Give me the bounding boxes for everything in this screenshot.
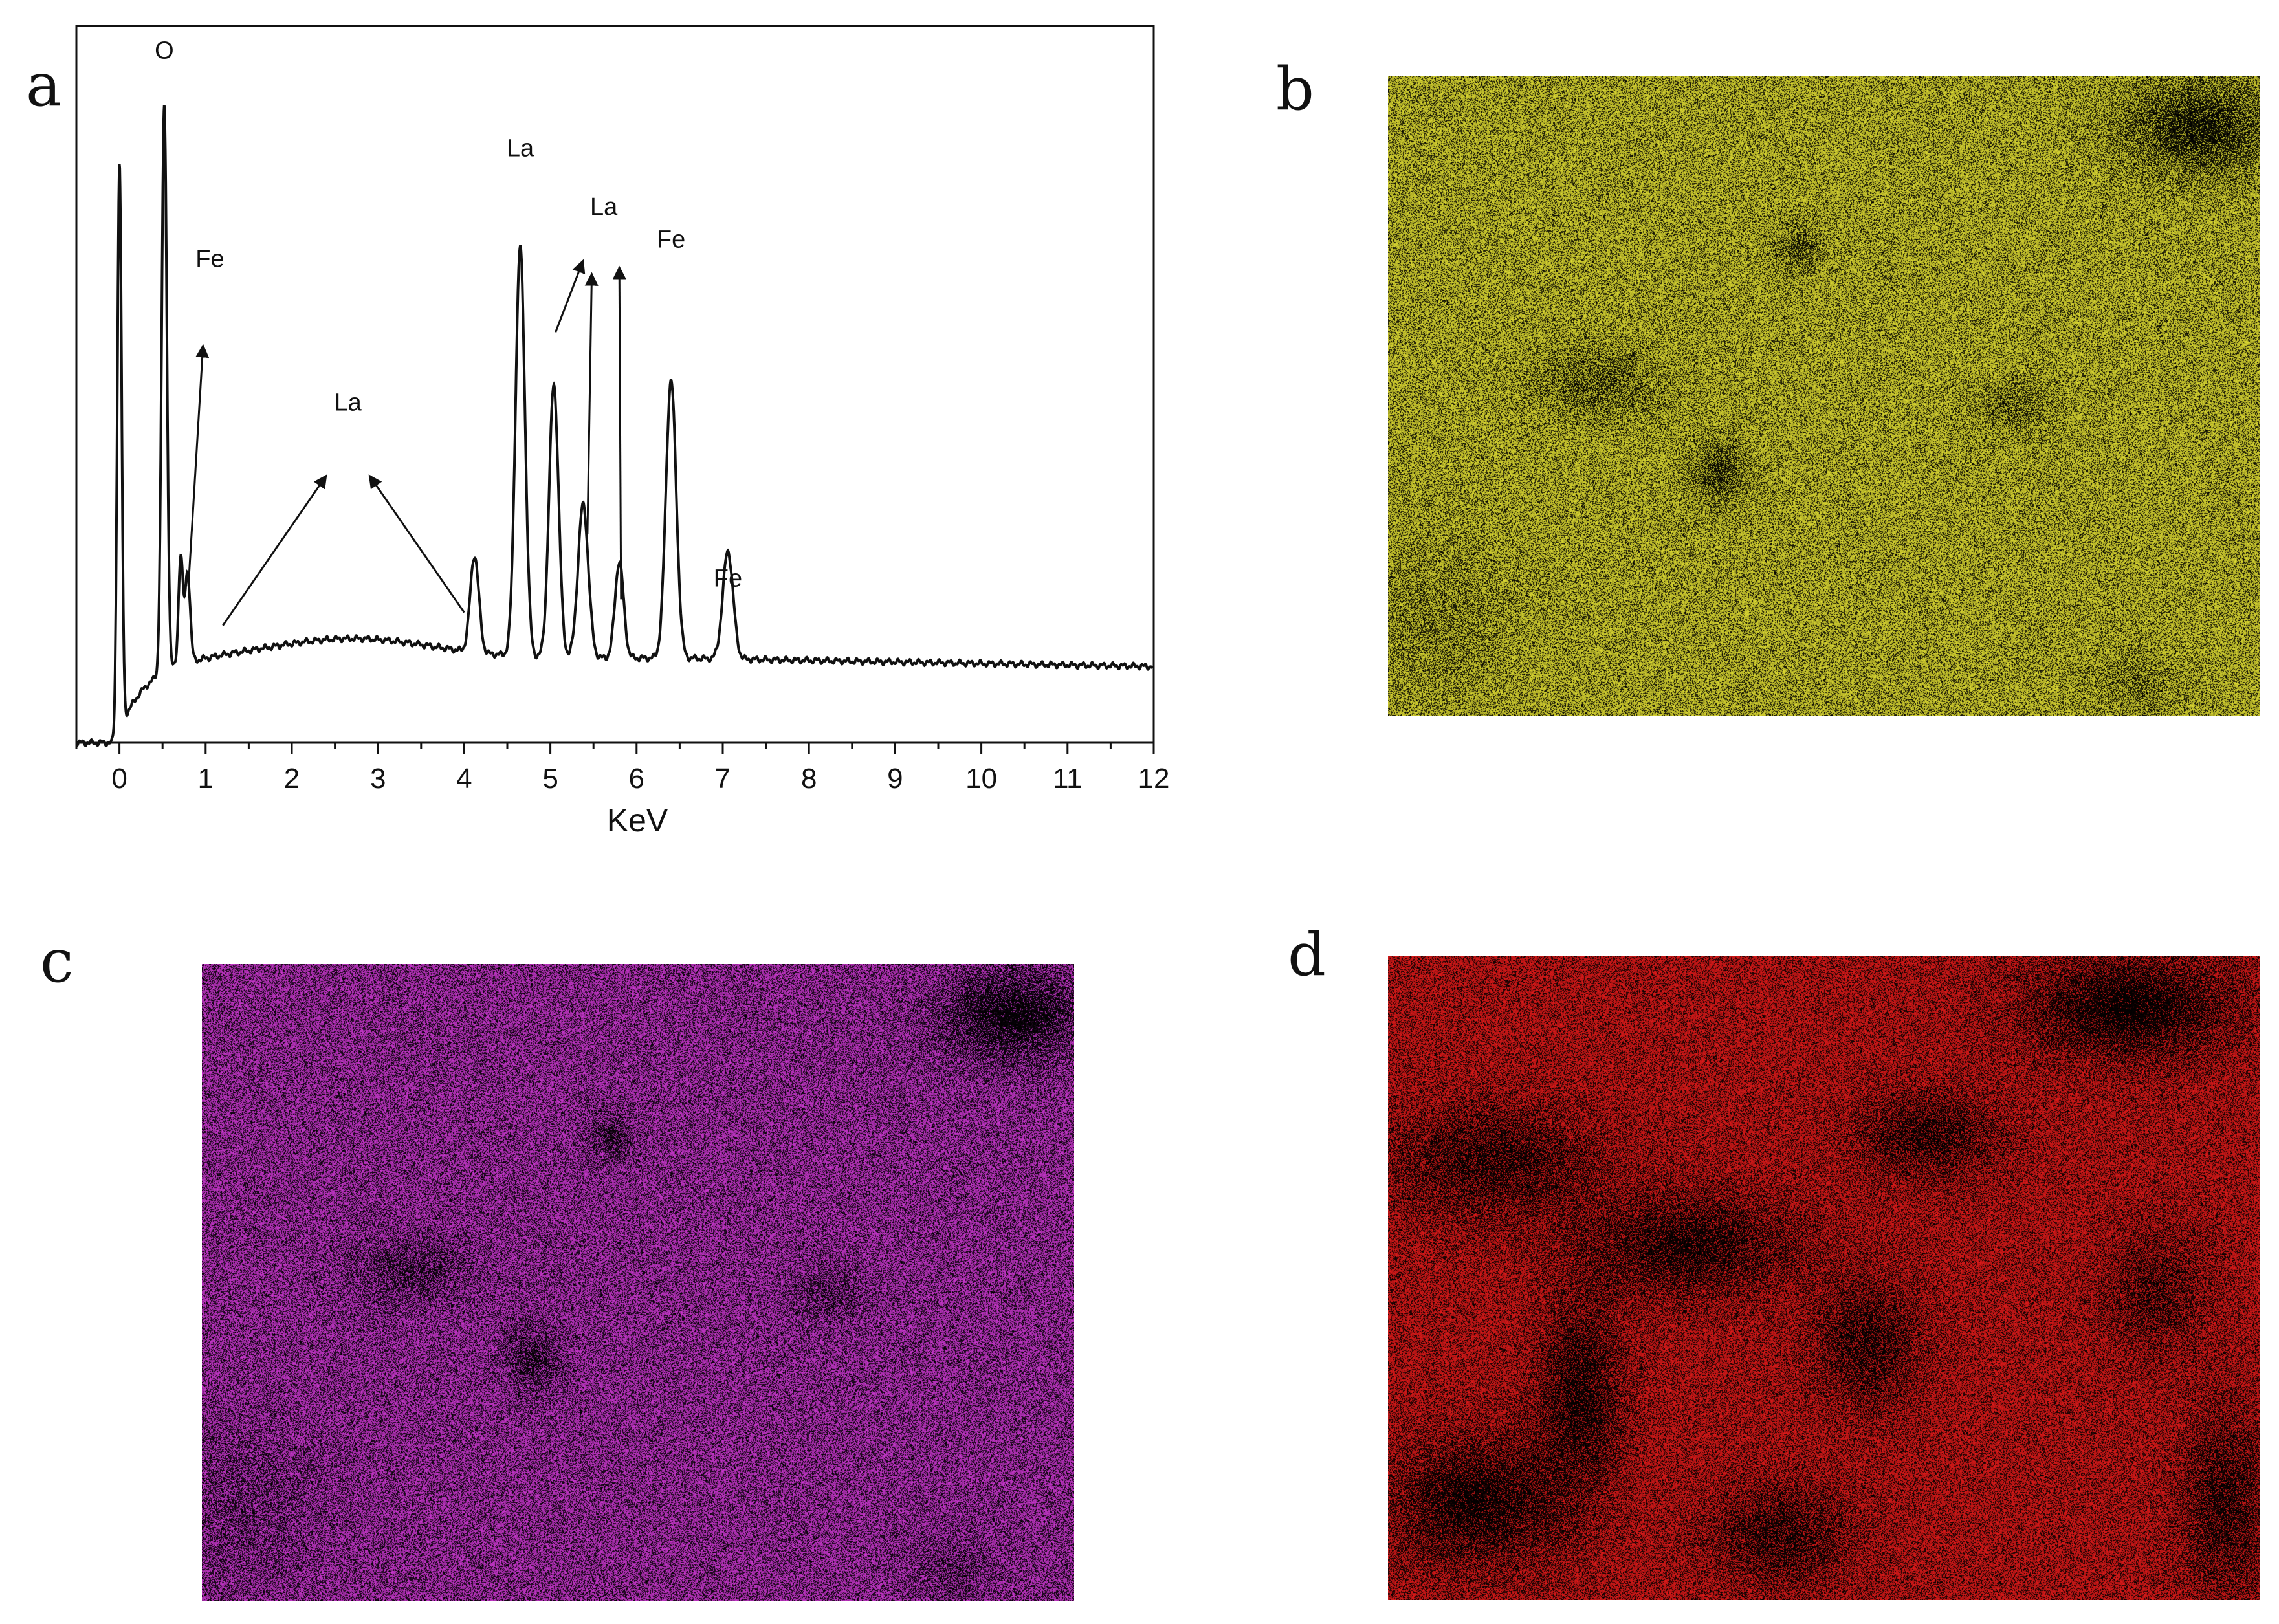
elemental-map-b xyxy=(1388,76,2260,716)
x-tick-label: 5 xyxy=(542,763,558,795)
elemental-map-d xyxy=(1388,956,2260,1600)
annotation-arrow xyxy=(584,272,599,534)
annotation-arrow xyxy=(368,474,465,613)
x-tick-label: 1 xyxy=(198,763,214,795)
peak-label: Fe xyxy=(714,565,742,592)
x-axis-tick-labels: 0 1 2 3 4 5 6 7 8 9 10 11 12 xyxy=(111,763,1169,795)
x-tick-label: 7 xyxy=(715,763,731,795)
panel-label-c: c xyxy=(40,927,74,996)
x-tick-label: 0 xyxy=(111,763,127,795)
peak-label: Fe xyxy=(657,226,685,253)
annotation-arrow xyxy=(612,265,626,600)
elemental-map-c xyxy=(202,964,1074,1601)
x-tick-label: 4 xyxy=(456,763,472,795)
peak-label: La xyxy=(507,135,534,162)
x-tick-label: 8 xyxy=(801,763,817,795)
x-tick-label: 11 xyxy=(1053,763,1083,795)
plot-frame xyxy=(75,25,1155,744)
annotation-arrow xyxy=(555,259,586,333)
peak-label: Fe xyxy=(195,246,224,273)
x-tick-label: 10 xyxy=(965,763,997,795)
peak-label: O xyxy=(155,37,174,64)
peak-annotations: O Fe La La La Fe Fe xyxy=(155,37,742,592)
x-tick-label: 3 xyxy=(370,763,386,795)
x-tick-label: 6 xyxy=(629,763,644,795)
x-axis-ticks xyxy=(75,743,1155,754)
spectrum-line xyxy=(75,105,1154,748)
annotation-arrow xyxy=(187,344,210,587)
peak-label: La xyxy=(590,193,618,221)
x-tick-label: 9 xyxy=(887,763,903,795)
panel-label-a: a xyxy=(26,50,61,120)
panel-label-d: d xyxy=(1288,920,1326,989)
x-tick-label: 2 xyxy=(284,763,300,795)
peak-label: La xyxy=(334,389,362,416)
annotation-arrow xyxy=(222,474,327,626)
panel-label-b: b xyxy=(1276,54,1314,124)
x-axis-label: KeV xyxy=(607,802,668,839)
x-tick-label: 12 xyxy=(1138,763,1170,795)
annotation-arrows xyxy=(187,259,626,626)
